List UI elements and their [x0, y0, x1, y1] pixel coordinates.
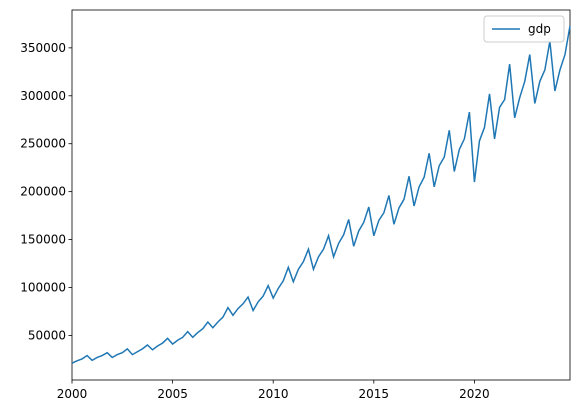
x-tick-label: 2015 — [359, 387, 390, 401]
y-tick-label: 50000 — [28, 328, 66, 342]
data-line — [71, 25, 571, 364]
x-tick-label: 2010 — [258, 387, 289, 401]
y-tick-label: 300000 — [20, 89, 66, 103]
axes-frame — [71, 9, 571, 381]
y-tick-label: 250000 — [20, 137, 66, 151]
legend-box — [483, 15, 565, 43]
y-tick-label: 350000 — [20, 41, 66, 55]
y-tick-label: 200000 — [20, 185, 66, 199]
x-tick-label: 2020 — [459, 387, 490, 401]
x-tick-label: 2005 — [157, 387, 188, 401]
y-tick-label: 150000 — [20, 233, 66, 247]
legend-label: gdp — [528, 22, 551, 36]
x-tick-label: 2000 — [57, 387, 88, 401]
y-tick-label: 100000 — [20, 281, 66, 295]
